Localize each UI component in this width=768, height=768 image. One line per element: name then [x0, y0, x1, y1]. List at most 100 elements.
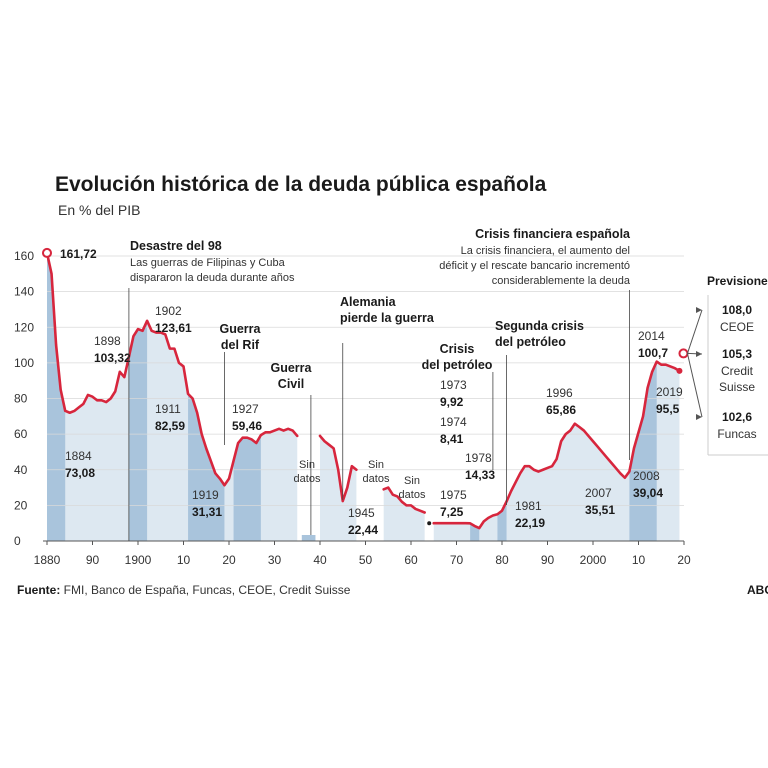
- data-label-value: 95,5: [656, 402, 680, 416]
- x-tick-label: 1880: [34, 553, 61, 567]
- marker-dot: [427, 521, 432, 526]
- forecast-title: Previsiones: [707, 274, 768, 288]
- x-tick-label: 50: [359, 553, 373, 567]
- forecast-value: 108,0: [722, 303, 752, 317]
- annotation-title: Guerra: [220, 322, 262, 336]
- end-point: [676, 367, 683, 374]
- annotation-note: dispararon la deuda durante años: [130, 272, 295, 284]
- data-label-value: 31,31: [192, 505, 222, 519]
- forecast-value: 105,3: [722, 347, 752, 361]
- y-tick-label: 0: [14, 534, 21, 548]
- data-label-year: 1996: [546, 386, 573, 400]
- forecast-arrow-head: [696, 414, 702, 420]
- forecast-source: Credit: [721, 364, 754, 378]
- x-tick-label: 20: [222, 553, 236, 567]
- no-data-label: Sin: [368, 459, 384, 471]
- annotation-note: considerablemente la deuda: [492, 275, 631, 287]
- annotation-title: Guerra: [271, 361, 313, 375]
- forecast-arrow-head: [696, 351, 702, 357]
- forecast-value: 102,6: [722, 410, 752, 424]
- x-tick-label: 10: [632, 553, 646, 567]
- annotation-title: del Rif: [221, 338, 260, 352]
- x-tick-label: 80: [495, 553, 509, 567]
- y-tick-label: 100: [14, 356, 34, 370]
- forecasts: Previsiones 108,0 CEOE 105,3 Credit Suisse 102…: [678, 274, 768, 456]
- data-label-value: 100,7: [638, 346, 668, 360]
- forecast-arrow: [686, 309, 703, 354]
- data-label-year: 2008: [633, 469, 660, 483]
- data-label-year: 1981: [515, 499, 542, 513]
- y-tick-label: 140: [14, 285, 34, 299]
- data-label-year: 1945: [348, 506, 375, 520]
- shaded-period: [188, 393, 225, 541]
- footer-source-text: FMI, Banco de España, Funcas, CEOE, Cred…: [60, 583, 350, 597]
- footer-brand: ABC: [747, 583, 768, 597]
- data-label-year: 1884: [65, 449, 92, 463]
- forecast-origin: [678, 348, 689, 359]
- shaded-period: [497, 501, 507, 541]
- axes: 0 20 40 60 80 100 120 140 160 1880 90 1900 10 20 30 40 5…: [14, 249, 691, 567]
- chart-subtitle: En % del PIB: [58, 202, 141, 218]
- shaded-period: [47, 252, 66, 541]
- data-label-value: 161,72: [60, 247, 97, 261]
- data-label-value: 123,61: [155, 321, 192, 335]
- data-label-year: 1919: [192, 488, 219, 502]
- data-label-year: 1911: [155, 402, 181, 416]
- annotation-title: Desastre del 98: [130, 239, 222, 253]
- annotation-note: déficit y el rescate bancario incrementó: [439, 260, 630, 272]
- annotation-note: Las guerras de Filipinas y Cuba: [130, 257, 286, 269]
- series-area: [433, 361, 680, 541]
- x-tick-label: 70: [450, 553, 464, 567]
- data-labels: 161,72 1884 73,08 1898 103,32 1902 123,61 1911 8…: [60, 247, 683, 537]
- y-tick-label: 120: [14, 320, 34, 334]
- forecast-source: Suisse: [719, 380, 755, 394]
- data-label-value: 39,04: [633, 486, 663, 500]
- forecast-source: Funcas: [717, 427, 756, 441]
- series-line: [42, 247, 683, 530]
- forecast-source: CEOE: [720, 320, 754, 334]
- data-label-year: 2019: [656, 385, 683, 399]
- shaded-periods: [47, 252, 657, 541]
- chart-title: Evolución histórica de la deuda pública …: [55, 173, 547, 196]
- footer-source: Fuente: FMI, Banco de España, Funcas, CE…: [17, 583, 351, 597]
- shaded-period: [629, 361, 657, 541]
- annotation-note: La crisis financiera, el aumento del: [461, 245, 630, 257]
- x-tick-label: 60: [404, 553, 418, 567]
- data-label-value: 8,41: [440, 432, 464, 446]
- no-data-label: datos: [399, 489, 426, 501]
- x-tick-label: 2000: [580, 553, 607, 567]
- annotation-title: Alemania: [340, 295, 397, 309]
- annotation-title: Crisis financiera española: [475, 227, 631, 241]
- data-label-value: 14,33: [465, 468, 495, 482]
- data-label-year: 1973: [440, 378, 467, 392]
- x-tick-label: 1900: [125, 553, 152, 567]
- x-tick-label: 40: [313, 553, 327, 567]
- forecast-arrow-head: [696, 307, 702, 313]
- shaded-period: [233, 435, 261, 541]
- start-point: [42, 247, 52, 258]
- annotation-title: Crisis: [440, 342, 475, 356]
- forecast-arrow: [686, 353, 703, 418]
- no-data-label: Sin: [404, 475, 420, 487]
- shaded-period: [128, 320, 148, 541]
- series-area: [383, 487, 425, 541]
- footer-source-label: Fuente:: [17, 583, 60, 597]
- y-tick-label: 60: [14, 427, 28, 441]
- series-line-path: [318, 434, 358, 503]
- x-tick-label: 90: [541, 553, 555, 567]
- x-tick-label: 20: [677, 553, 691, 567]
- data-label-year: 1974: [440, 415, 467, 429]
- data-label-year: 1975: [440, 488, 467, 502]
- data-label-value: 22,19: [515, 516, 545, 530]
- y-tick-label: 160: [14, 249, 34, 263]
- annotations: Desastre del 98 Las guerras de Filipinas …: [128, 227, 631, 541]
- x-tick-label: 30: [268, 553, 282, 567]
- data-label-year: 2007: [585, 486, 612, 500]
- y-tick-label: 40: [14, 463, 28, 477]
- y-tick-label: 80: [14, 392, 28, 406]
- y-tick-label: 20: [14, 498, 28, 512]
- data-label-value: 22,44: [348, 523, 378, 537]
- data-label-value: 103,32: [94, 351, 131, 365]
- series-line-path: [382, 486, 426, 514]
